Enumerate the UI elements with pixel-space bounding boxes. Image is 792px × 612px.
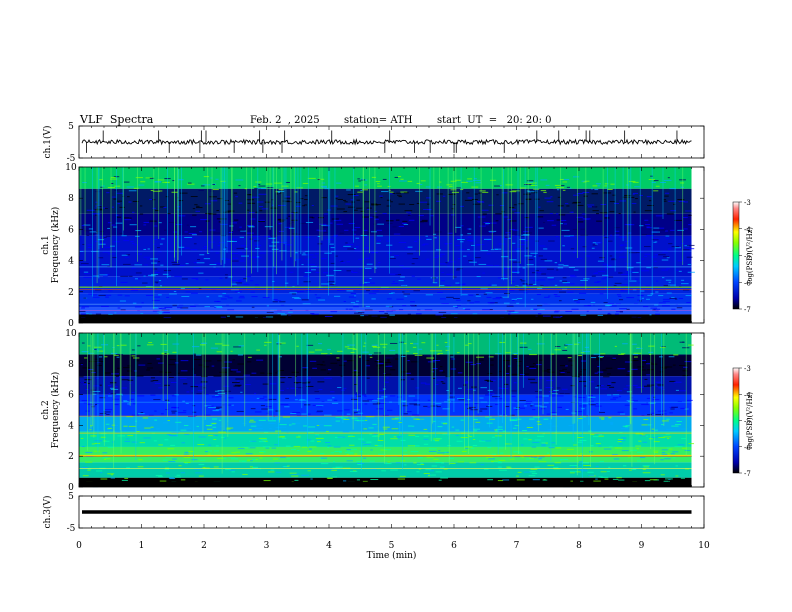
x-tick-label: 5	[389, 541, 395, 551]
y-tick-label-ch2-spectrogram: 0	[68, 483, 74, 493]
colorbar-tick-label: -5	[744, 418, 751, 426]
start-time-label: start UT = 20: 20: 0	[437, 115, 552, 126]
colorbar-tick-label: -6	[744, 279, 751, 287]
y-tick-label-ch1-spectrogram: 8	[68, 194, 74, 204]
y-tick-label-ch2-spectrogram: 10	[65, 329, 77, 339]
colorbar-tick-label: -4	[744, 226, 751, 234]
colorbar-tick-label: -3	[744, 365, 751, 373]
spectrogram-image-ch1	[78, 167, 695, 324]
y-axis-label-ch3-waveform: ch.3(V)	[42, 496, 53, 529]
y-tick-label-ch3-waveform: 5	[68, 492, 74, 502]
x-tick-label: 3	[264, 541, 270, 551]
y-axis-label-line1-ch1-spectrogram: ch.1	[41, 235, 51, 254]
x-tick-label: 4	[326, 541, 332, 551]
y-tick-label-ch1-spectrogram: 4	[68, 257, 74, 267]
colorbar-label: log(PSD)(V²/Hz)	[746, 227, 754, 284]
colorbar-tick-label: -7	[744, 306, 751, 314]
x-axis-label: Time (min)	[367, 550, 417, 561]
x-tick-label: 2	[201, 541, 207, 551]
x-tick-label: 7	[514, 541, 520, 551]
colorbar-ch2-spectrogram	[732, 367, 740, 474]
y-tick-label-ch1-spectrogram: 2	[68, 288, 74, 298]
y-tick-label-ch1-spectrogram: 10	[65, 163, 77, 173]
y-axis-label-line1-ch2-spectrogram: ch.2	[41, 400, 51, 419]
y-tick-label-ch1-waveform: -5	[67, 154, 76, 164]
x-tick-label: 1	[139, 541, 145, 551]
y-axis-label-line2-ch1-spectrogram: Frequency (kHz)	[50, 207, 61, 284]
colorbar-tick-label: -3	[744, 199, 751, 207]
y-tick-label-ch2-spectrogram: 4	[68, 421, 74, 431]
colorbar-tick-label: -4	[744, 391, 751, 399]
y-tick-label-ch2-spectrogram: 8	[68, 360, 74, 370]
y-axis-label-ch1-waveform: ch.1(V)	[42, 126, 53, 159]
colorbar-ch1-spectrogram	[732, 201, 740, 310]
date-label: Feb. 2 , 2025	[250, 115, 320, 126]
colorbar-tick-label: -5	[744, 253, 751, 261]
y-tick-label-ch1-spectrogram: 6	[68, 225, 74, 235]
colorbar-tick-label: -6	[744, 444, 751, 452]
y-tick-label-ch1-waveform: 5	[68, 122, 74, 132]
plot-title: VLF Spectra	[80, 113, 154, 126]
x-tick-label: 8	[576, 541, 582, 551]
colorbar-label: log(PSD)(V²/Hz)	[746, 392, 754, 449]
x-tick-label: 10	[698, 541, 710, 551]
y-axis-label-line2-ch2-spectrogram: Frequency (kHz)	[50, 372, 61, 449]
y-tick-label-ch2-spectrogram: 2	[68, 452, 74, 462]
y-tick-label-ch2-spectrogram: 6	[68, 391, 74, 401]
colorbar-tick-label: -7	[744, 470, 751, 478]
y-tick-label-ch3-waveform: -5	[67, 524, 76, 534]
x-tick-label: 9	[639, 541, 645, 551]
y-tick-label-ch1-spectrogram: 0	[68, 319, 74, 329]
spectrogram-image-ch2	[79, 333, 695, 488]
x-tick-label: 6	[451, 541, 457, 551]
station-label: station= ATH	[344, 115, 413, 126]
waveform-line-ch1	[81, 138, 692, 146]
x-tick-label: 0	[76, 541, 82, 551]
